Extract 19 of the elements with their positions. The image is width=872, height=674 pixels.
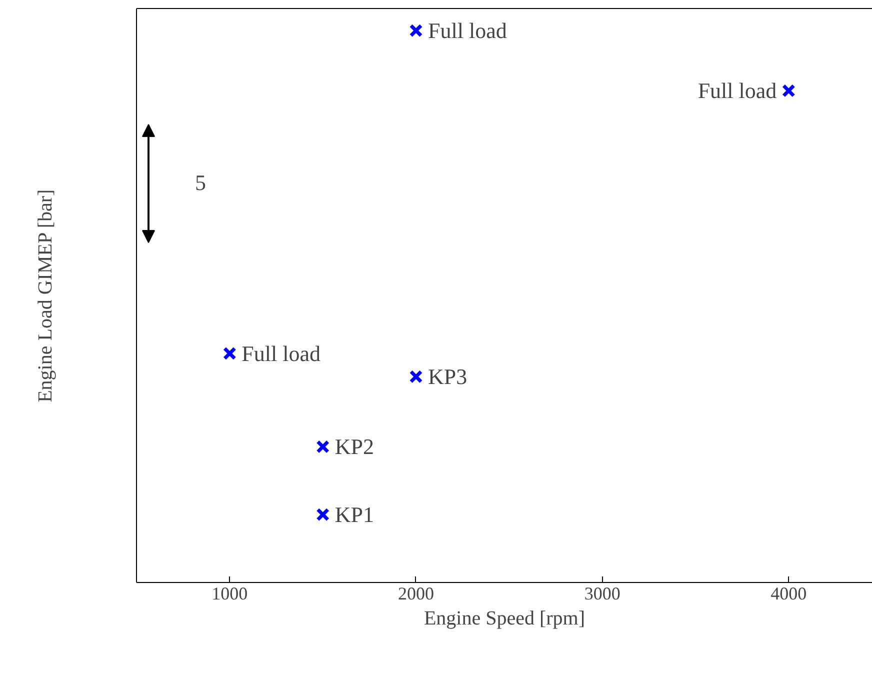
x-axis-title: Engine Speed [rpm] xyxy=(424,608,586,630)
annotation: KP3 xyxy=(428,364,468,390)
point xyxy=(222,346,236,360)
annotation: 5 xyxy=(195,170,206,195)
annotation: KP2 xyxy=(334,434,374,460)
point xyxy=(782,84,796,98)
point xyxy=(409,370,423,384)
x-tick-label: 3000 xyxy=(584,584,620,604)
annotation: Full load xyxy=(242,340,321,366)
point xyxy=(409,24,423,38)
annotation: KP1 xyxy=(334,502,374,528)
x-tick-label: 2000 xyxy=(398,584,434,604)
x-tick-label: 1000 xyxy=(212,584,248,604)
annotation: Full load xyxy=(428,18,507,44)
point xyxy=(316,508,330,522)
x-tick-label: 4000 xyxy=(770,584,807,604)
y-axis-title: Engine Load GIMEP [bar] xyxy=(34,189,56,402)
annotation: Full load xyxy=(698,78,777,104)
point xyxy=(316,440,330,454)
